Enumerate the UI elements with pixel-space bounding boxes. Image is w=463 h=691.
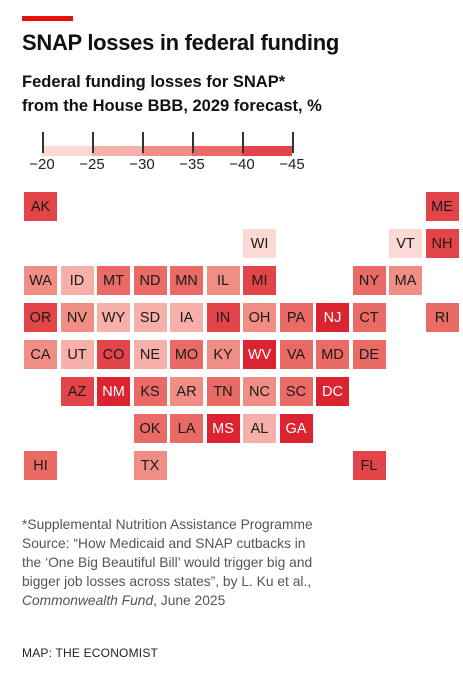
state-tile-ks: KS [133,377,167,406]
subtitle-line-2: from the House BBB, 2029 forecast, % [22,97,322,115]
legend-label-3: −35 [179,156,205,173]
chart-title: SNAP losses in federal funding [22,30,339,55]
state-tile-az: AZ [60,377,94,406]
footnote-definition: *Supplemental Nutrition Assistance Progr… [22,517,313,532]
legend-band-0 [42,146,92,156]
legend-label-0: −20 [29,156,55,173]
state-tile-ne: NE [133,340,167,369]
state-tile-ar: AR [170,377,203,406]
state-tile-ga: GA [279,414,313,443]
legend-tick-0 [42,132,44,153]
footnotes: *Supplemental Nutrition Assistance Progr… [22,515,452,610]
source-line-1: Source: “How Medicaid and SNAP cutbacks … [22,536,306,551]
state-tile-ok: OK [133,414,167,443]
state-tile-wy: WY [97,303,130,332]
state-tile-fl: FL [352,451,386,480]
state-tile-sd: SD [133,303,167,332]
legend-label-5: −45 [279,156,305,173]
state-tile-wi: WI [243,229,276,258]
state-tile-oh: OH [243,303,276,332]
legend-tick-5 [292,132,294,153]
legend-tick-1 [92,132,94,153]
state-tile-in: IN [206,303,240,332]
legend-band-4 [242,146,292,156]
legend-band-3 [192,146,242,156]
source-line-2: the ‘One Big Beautiful Bill’ would trigg… [22,555,313,570]
state-tile-ri: RI [425,303,459,332]
state-tile-md: MD [316,340,349,369]
source-date: , June 2025 [153,593,226,608]
map-credit: MAP: THE ECONOMIST [22,646,159,660]
state-tile-ut: UT [60,340,94,369]
color-legend: −20 −25 −30 −35 −40 −45 [22,130,312,180]
legend-band-1 [92,146,142,156]
legend-band-2 [142,146,192,156]
legend-tick-2 [142,132,144,153]
state-tile-nd: ND [133,266,167,295]
state-tile-ca: CA [24,340,57,369]
state-tile-co: CO [97,340,130,369]
state-tile-mn: MN [170,266,203,295]
state-tile-id: ID [60,266,94,295]
source-publisher: Commonwealth Fund [22,593,154,608]
source-line-3: bigger job losses across states”, by L. … [22,574,312,589]
state-tile-va: VA [279,340,313,369]
subtitle-line-1: Federal funding losses for SNAP* [22,73,286,91]
state-tile-mo: MO [170,340,203,369]
state-tile-tn: TN [206,377,240,406]
legend-tick-3 [192,132,194,153]
state-tile-nh: NH [425,229,459,258]
state-tile-mt: MT [97,266,130,295]
accent-bar [22,16,73,21]
state-tile-nm: NM [97,377,130,406]
state-tile-ky: KY [206,340,240,369]
legend-tick-4 [242,132,244,153]
state-tile-vt: VT [389,229,422,258]
source-line-4: Commonwealth Fund, June 2025 [22,591,452,610]
state-tile-ma: MA [389,266,422,295]
state-tile-ia: IA [170,303,203,332]
state-tile-ms: MS [206,414,240,443]
state-tile-de: DE [352,340,386,369]
state-tile-la: LA [170,414,203,443]
legend-label-1: −25 [79,156,105,173]
state-tile-nj: NJ [316,303,349,332]
chart-subtitle: Federal funding losses for SNAP* from th… [22,70,442,118]
state-tile-ct: CT [352,303,386,332]
state-tile-map: AK ME WI VT NH WA ID MT ND MN IL MI NY MA OR NV WY SD IA IN… [24,192,459,480]
state-tile-ny: NY [352,266,386,295]
legend-label-4: −40 [229,156,255,173]
state-tile-or: OR [24,303,57,332]
state-tile-tx: TX [133,451,167,480]
state-tile-me: ME [425,192,459,221]
state-tile-nv: NV [60,303,94,332]
state-tile-il: IL [206,266,240,295]
state-tile-ak: AK [24,192,57,221]
state-tile-sc: SC [279,377,313,406]
legend-label-2: −30 [129,156,155,173]
state-tile-hi: HI [24,451,57,480]
state-tile-dc: DC [316,377,349,406]
state-tile-wa: WA [24,266,57,295]
state-tile-al: AL [243,414,276,443]
state-tile-pa: PA [279,303,313,332]
state-tile-mi: MI [243,266,276,295]
state-tile-wv: WV [243,340,276,369]
state-tile-nc: NC [243,377,276,406]
